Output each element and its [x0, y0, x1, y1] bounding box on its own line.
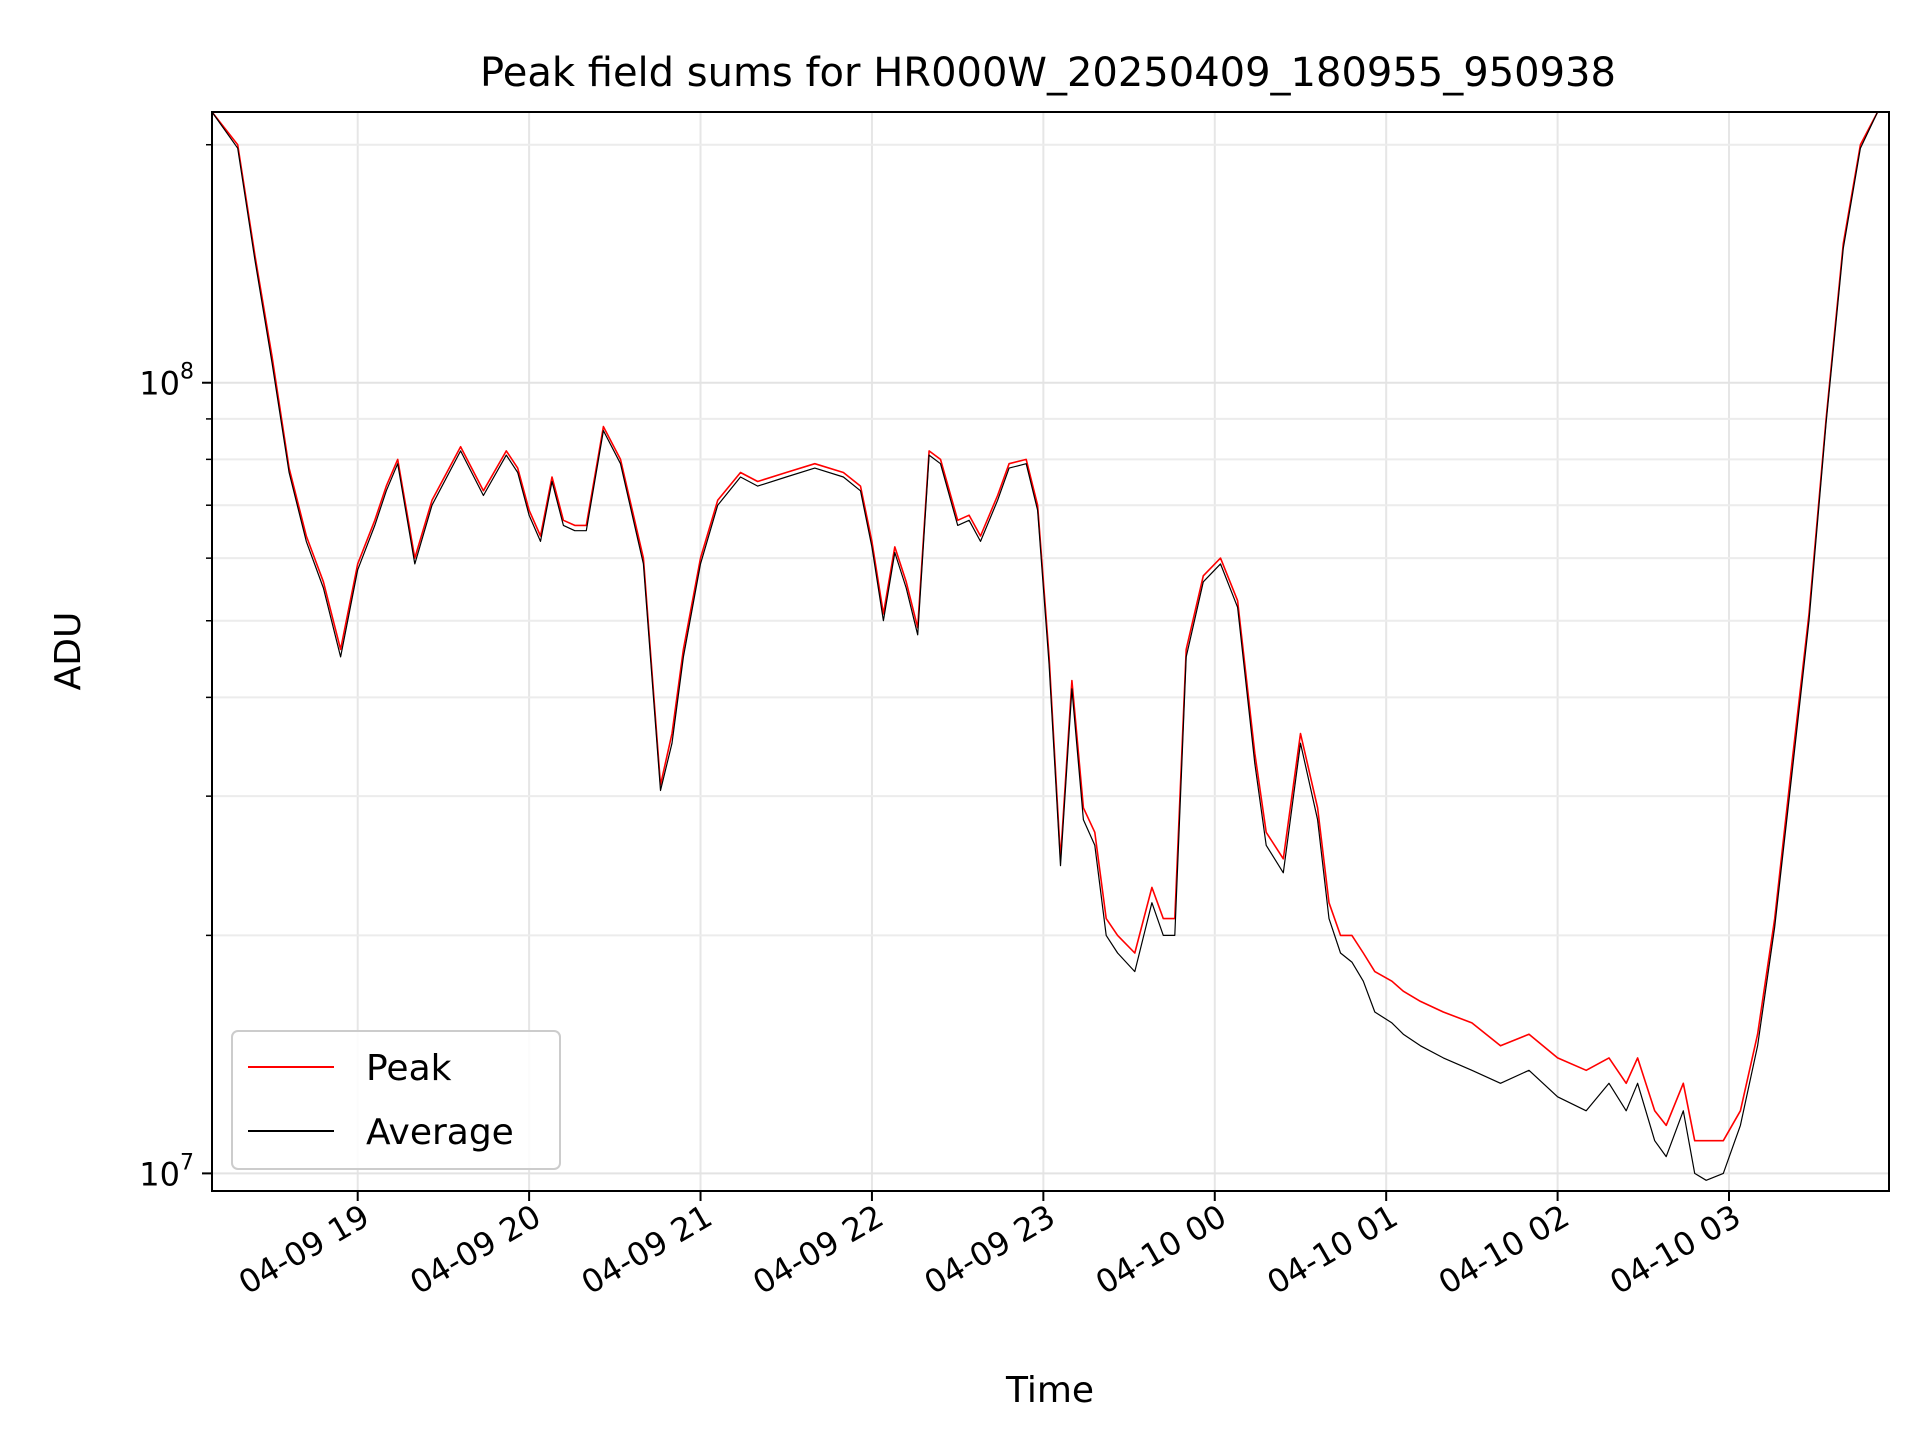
chart-title: Peak field sums for HR000W_20250409_1809…	[480, 50, 1616, 96]
legend-box	[231, 1030, 561, 1170]
series-layer	[211, 111, 1879, 1181]
legend-label-peak: Peak	[366, 1048, 452, 1089]
series-line-average	[211, 111, 1879, 1181]
grid	[212, 112, 1889, 1191]
legend-label-average: Average	[366, 1112, 514, 1153]
plot-frame	[211, 111, 1890, 1192]
y-axis-label: ADU	[48, 612, 89, 691]
y-axis: 107 108	[139, 143, 212, 1193]
y-tick-label: 107	[139, 1150, 194, 1193]
y-tick-label: 108	[139, 360, 194, 403]
legend: Peak Average	[231, 1030, 561, 1170]
x-axis-label: Time	[1005, 1370, 1094, 1411]
